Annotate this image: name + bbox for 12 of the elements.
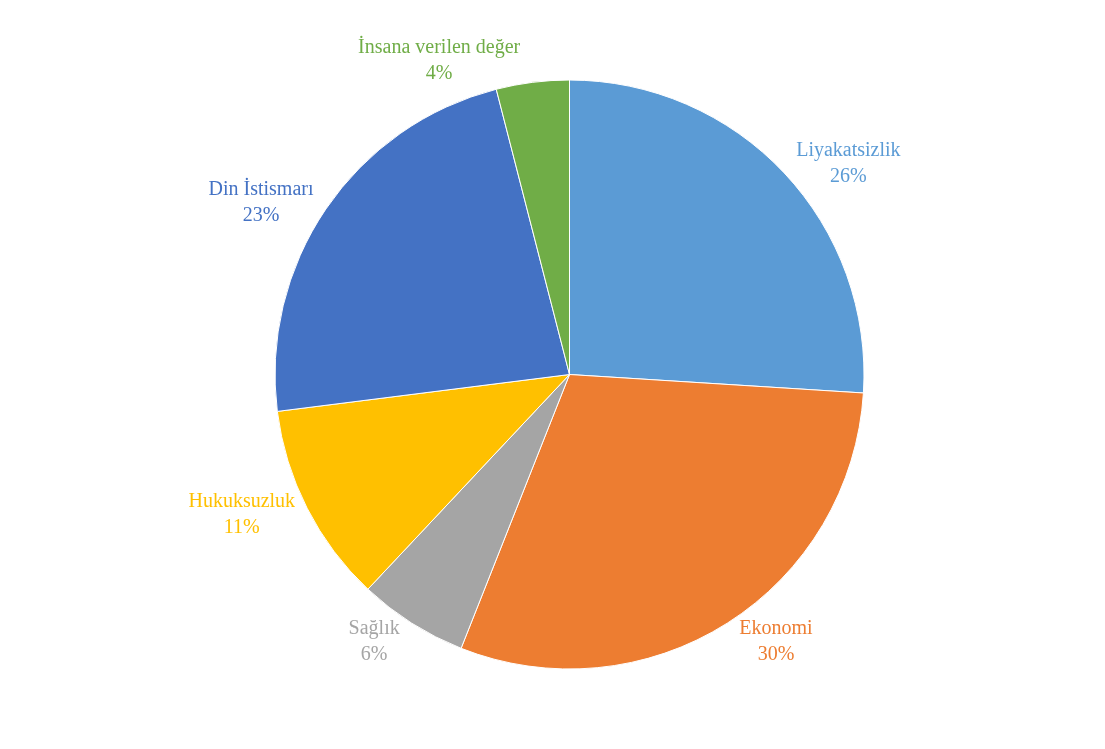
slice-label: Ekonomi	[739, 616, 814, 639]
data-label: 26%	[830, 163, 867, 186]
data-label: 4%	[425, 60, 453, 83]
data-label: 6%	[360, 642, 388, 665]
slice-label: Din İstismarı	[208, 177, 314, 200]
slice-label: Sağlık	[348, 616, 400, 640]
data-label: 23%	[242, 203, 280, 226]
slice-label: Hukuksuzluk	[188, 489, 296, 512]
slice-label: Liyakatsizlik	[796, 137, 901, 161]
data-label: 30%	[757, 642, 795, 665]
slice-label: İnsana verilen değer	[358, 34, 521, 58]
data-label: 11%	[223, 515, 260, 538]
